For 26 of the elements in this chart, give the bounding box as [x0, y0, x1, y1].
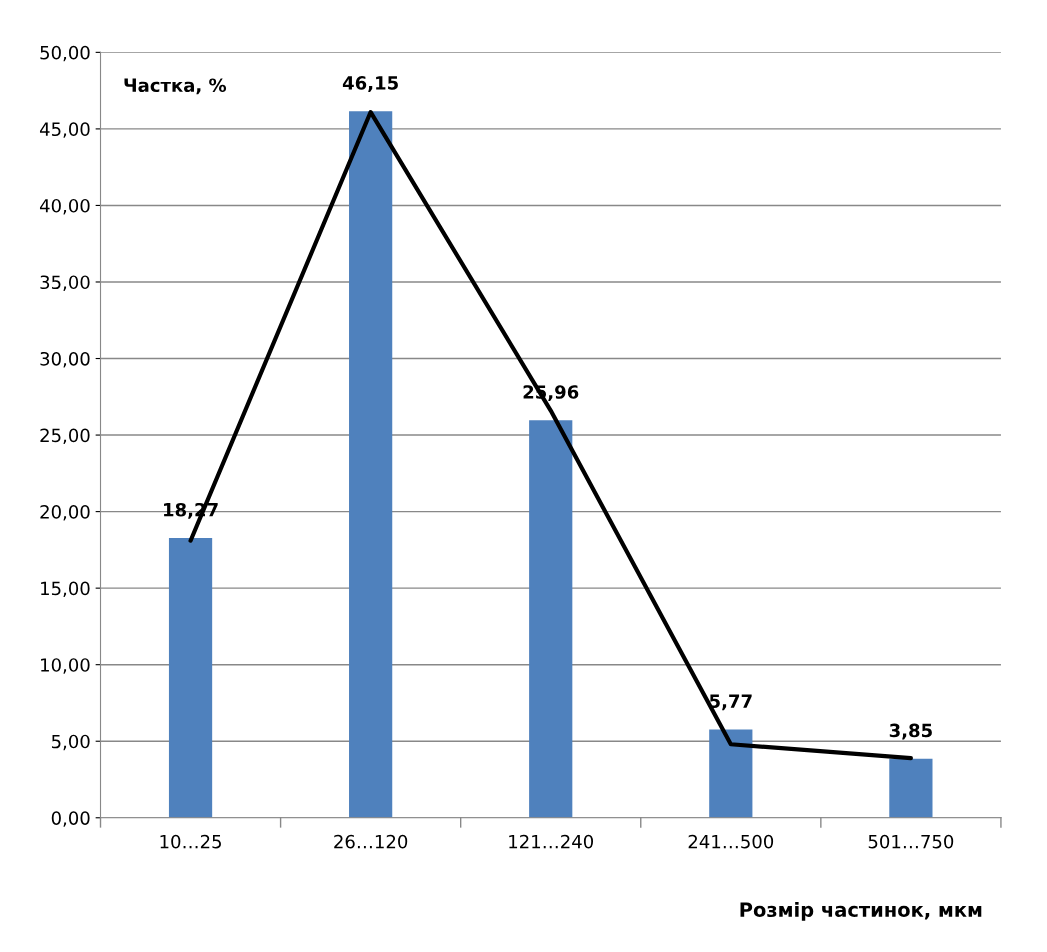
y-tick-label: 0,00 [51, 811, 90, 827]
data-label: 3,85 [889, 723, 932, 740]
bar [349, 111, 393, 818]
x-tick-label: 241…500 [688, 834, 774, 849]
x-tick-label: 10…25 [160, 834, 221, 849]
bar [529, 420, 573, 818]
y-tick-label: 40,00 [39, 198, 90, 215]
x-tick-label: 121…240 [509, 834, 594, 849]
y-tick-label: 15,00 [41, 581, 90, 598]
data-label: 5,77 [709, 694, 752, 711]
y-tick-label: 35,00 [40, 275, 90, 291]
bar [168, 538, 213, 818]
y-tick-label: 5,00 [51, 734, 90, 751]
y-tick-label: 45,00 [39, 122, 90, 138]
x-axis-title: Розмір частинок, мкм [740, 901, 982, 921]
y-tick-label: 30,00 [40, 351, 90, 368]
y-tick-label: 50,00 [40, 45, 90, 62]
x-tick-label: 26…120 [334, 834, 408, 849]
y-tick-label: 10,00 [41, 658, 90, 674]
bar [709, 729, 753, 818]
bar [889, 758, 933, 818]
data-label: 46,15 [342, 76, 398, 93]
y-tick-label: 25,00 [40, 428, 90, 445]
y-axis-title: Частка, % [124, 78, 227, 95]
y-tick-label: 20,00 [40, 505, 90, 521]
x-tick-label: 501…750 [868, 834, 954, 849]
